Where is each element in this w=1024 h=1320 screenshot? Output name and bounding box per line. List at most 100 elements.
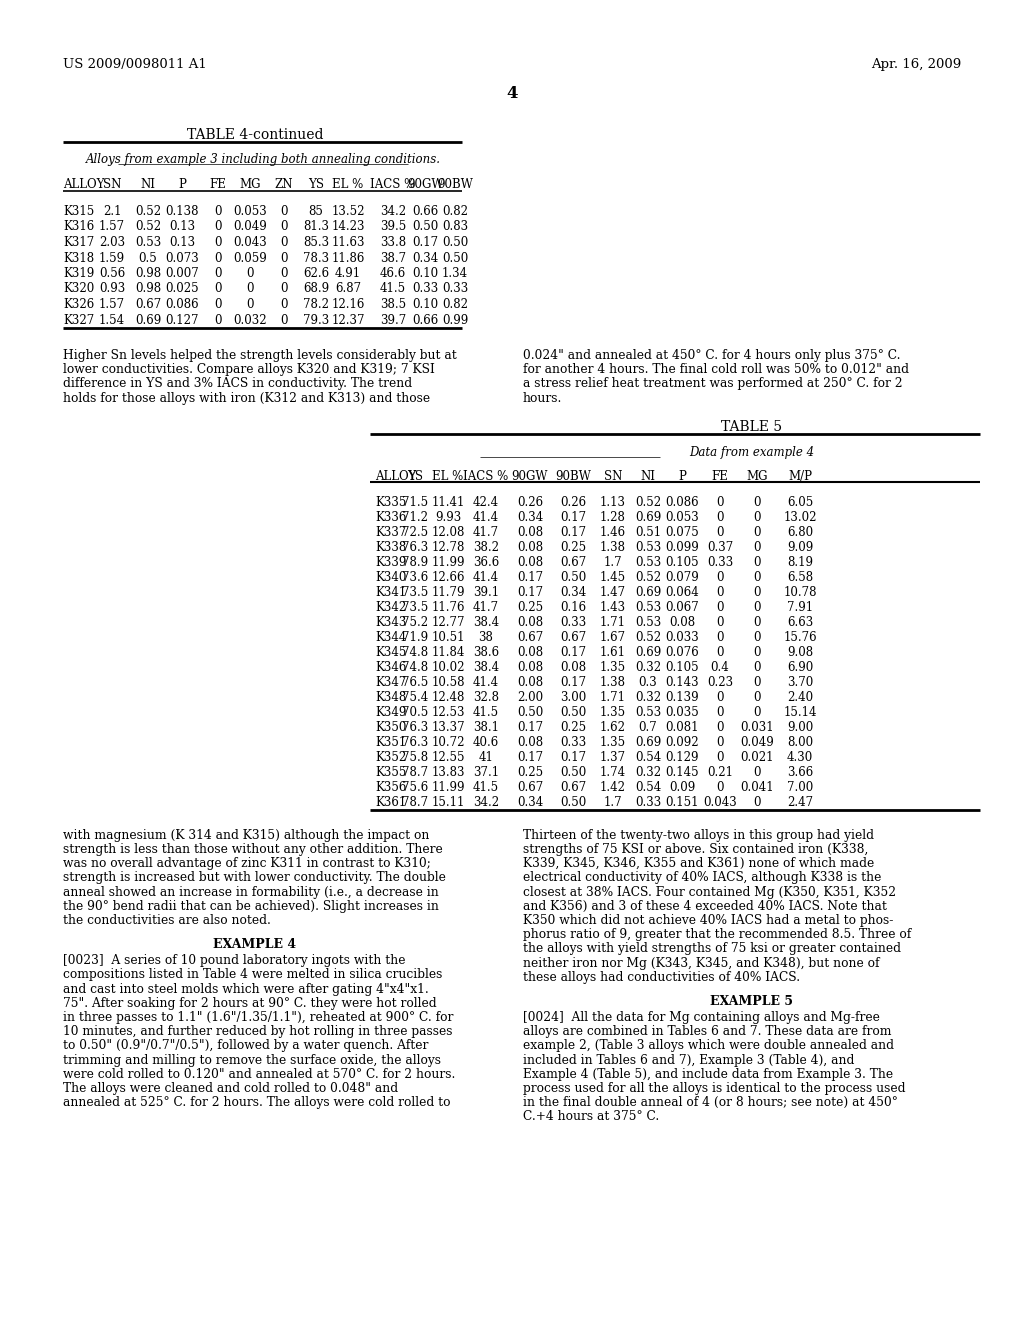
Text: 0.33: 0.33 [707,556,733,569]
Text: 0.043: 0.043 [703,796,737,809]
Text: 0.099: 0.099 [666,541,698,554]
Text: Data from example 4: Data from example 4 [689,446,814,459]
Text: in the final double anneal of 4 (or 8 hours; see note) at 450°: in the final double anneal of 4 (or 8 ho… [523,1096,898,1109]
Text: lower conductivities. Compare alloys K320 and K319; 7 KSI: lower conductivities. Compare alloys K32… [63,363,435,376]
Text: 11.76: 11.76 [431,601,465,614]
Text: to 0.50" (0.9"/0.7"/0.5"), followed by a water quench. After: to 0.50" (0.9"/0.7"/0.5"), followed by a… [63,1039,428,1052]
Text: K338: K338 [375,541,407,554]
Text: 0: 0 [716,645,724,659]
Text: 12.53: 12.53 [431,706,465,719]
Text: neither iron nor Mg (K343, K345, and K348), but none of: neither iron nor Mg (K343, K345, and K34… [523,957,880,970]
Text: 0: 0 [281,236,288,249]
Text: the 90° bend radii that can be achieved). Slight increases in: the 90° bend radii that can be achieved)… [63,900,439,913]
Text: MG: MG [240,178,261,191]
Text: 0.17: 0.17 [412,236,438,249]
Text: 0: 0 [246,267,254,280]
Text: 78.9: 78.9 [402,556,428,569]
Text: 75". After soaking for 2 hours at 90° C. they were hot rolled: 75". After soaking for 2 hours at 90° C.… [63,997,436,1010]
Text: 0.82: 0.82 [442,298,468,312]
Text: K319: K319 [63,267,94,280]
Text: 0.08: 0.08 [517,676,543,689]
Text: 0.67: 0.67 [517,631,543,644]
Text: K335: K335 [375,496,407,508]
Text: US 2009/0098011 A1: US 2009/0098011 A1 [63,58,207,71]
Text: 0.127: 0.127 [165,314,199,326]
Text: K320: K320 [63,282,94,296]
Text: 1.34: 1.34 [442,267,468,280]
Text: 1.35: 1.35 [600,661,626,673]
Text: 74.8: 74.8 [402,661,428,673]
Text: 0.024" and annealed at 450° C. for 4 hours only plus 375° C.: 0.024" and annealed at 450° C. for 4 hou… [523,348,900,362]
Text: 0: 0 [716,496,724,508]
Text: 10.58: 10.58 [431,676,465,689]
Text: 0.08: 0.08 [517,616,543,628]
Text: 0: 0 [754,796,761,809]
Text: P: P [678,470,686,483]
Text: 90BW: 90BW [555,470,591,483]
Text: 0.69: 0.69 [635,645,662,659]
Text: FE: FE [712,470,728,483]
Text: the alloys with yield strengths of 75 ksi or greater contained: the alloys with yield strengths of 75 ks… [523,942,901,956]
Text: 15.76: 15.76 [783,631,817,644]
Text: 1.47: 1.47 [600,586,626,599]
Text: 46.6: 46.6 [380,267,407,280]
Text: C.+4 hours at 375° C.: C.+4 hours at 375° C. [523,1110,659,1123]
Text: 0.5: 0.5 [138,252,158,264]
Text: [0023]  A series of 10 pound laboratory ingots with the: [0023] A series of 10 pound laboratory i… [63,954,406,968]
Text: 3.70: 3.70 [786,676,813,689]
Text: 0.08: 0.08 [517,541,543,554]
Text: 4.91: 4.91 [335,267,361,280]
Text: 0.086: 0.086 [165,298,199,312]
Text: 0.25: 0.25 [560,721,586,734]
Text: 0.37: 0.37 [707,541,733,554]
Text: K342: K342 [375,601,407,614]
Text: 0.073: 0.073 [165,252,199,264]
Text: 0.32: 0.32 [635,661,662,673]
Text: 0.26: 0.26 [560,496,586,508]
Text: 1.42: 1.42 [600,781,626,793]
Text: 8.00: 8.00 [786,735,813,748]
Text: EL %: EL % [432,470,464,483]
Text: 0.69: 0.69 [635,511,662,524]
Text: P: P [178,178,186,191]
Text: 1.59: 1.59 [99,252,125,264]
Text: Thirteen of the twenty-two alloys in this group had yield: Thirteen of the twenty-two alloys in thi… [523,829,874,842]
Text: 0: 0 [716,570,724,583]
Text: 0.34: 0.34 [517,511,543,524]
Text: 0.09: 0.09 [669,781,695,793]
Text: 70.5: 70.5 [401,706,428,719]
Text: 0.13: 0.13 [169,236,195,249]
Text: 0.34: 0.34 [560,586,586,599]
Text: 6.90: 6.90 [786,661,813,673]
Text: K344: K344 [375,631,407,644]
Text: 0: 0 [214,298,222,312]
Text: a stress relief heat treatment was performed at 250° C. for 2: a stress relief heat treatment was perfo… [523,378,902,391]
Text: these alloys had conductivities of 40% IACS.: these alloys had conductivities of 40% I… [523,970,800,983]
Text: 0.66: 0.66 [412,314,438,326]
Text: Alloys from example 3 including both annealing conditions.: Alloys from example 3 including both ann… [85,153,440,166]
Text: 0: 0 [754,525,761,539]
Text: 0.053: 0.053 [666,511,698,524]
Text: 34.2: 34.2 [473,796,499,809]
Text: 0.53: 0.53 [635,601,662,614]
Text: 41.5: 41.5 [380,282,407,296]
Text: 1.62: 1.62 [600,721,626,734]
Text: 0: 0 [716,511,724,524]
Text: 0.33: 0.33 [635,796,662,809]
Text: 0.17: 0.17 [560,645,586,659]
Text: 11.99: 11.99 [431,781,465,793]
Text: 11.79: 11.79 [431,586,465,599]
Text: 0.076: 0.076 [666,645,698,659]
Text: 0.52: 0.52 [635,570,662,583]
Text: 0.049: 0.049 [740,735,774,748]
Text: K349: K349 [375,706,407,719]
Text: ALLOY: ALLOY [375,470,417,483]
Text: 0: 0 [754,766,761,779]
Text: 9.09: 9.09 [786,541,813,554]
Text: 0: 0 [281,252,288,264]
Text: 0.25: 0.25 [560,541,586,554]
Text: 79.3: 79.3 [303,314,329,326]
Text: 6.63: 6.63 [786,616,813,628]
Text: 0.143: 0.143 [666,676,698,689]
Text: 71.2: 71.2 [402,511,428,524]
